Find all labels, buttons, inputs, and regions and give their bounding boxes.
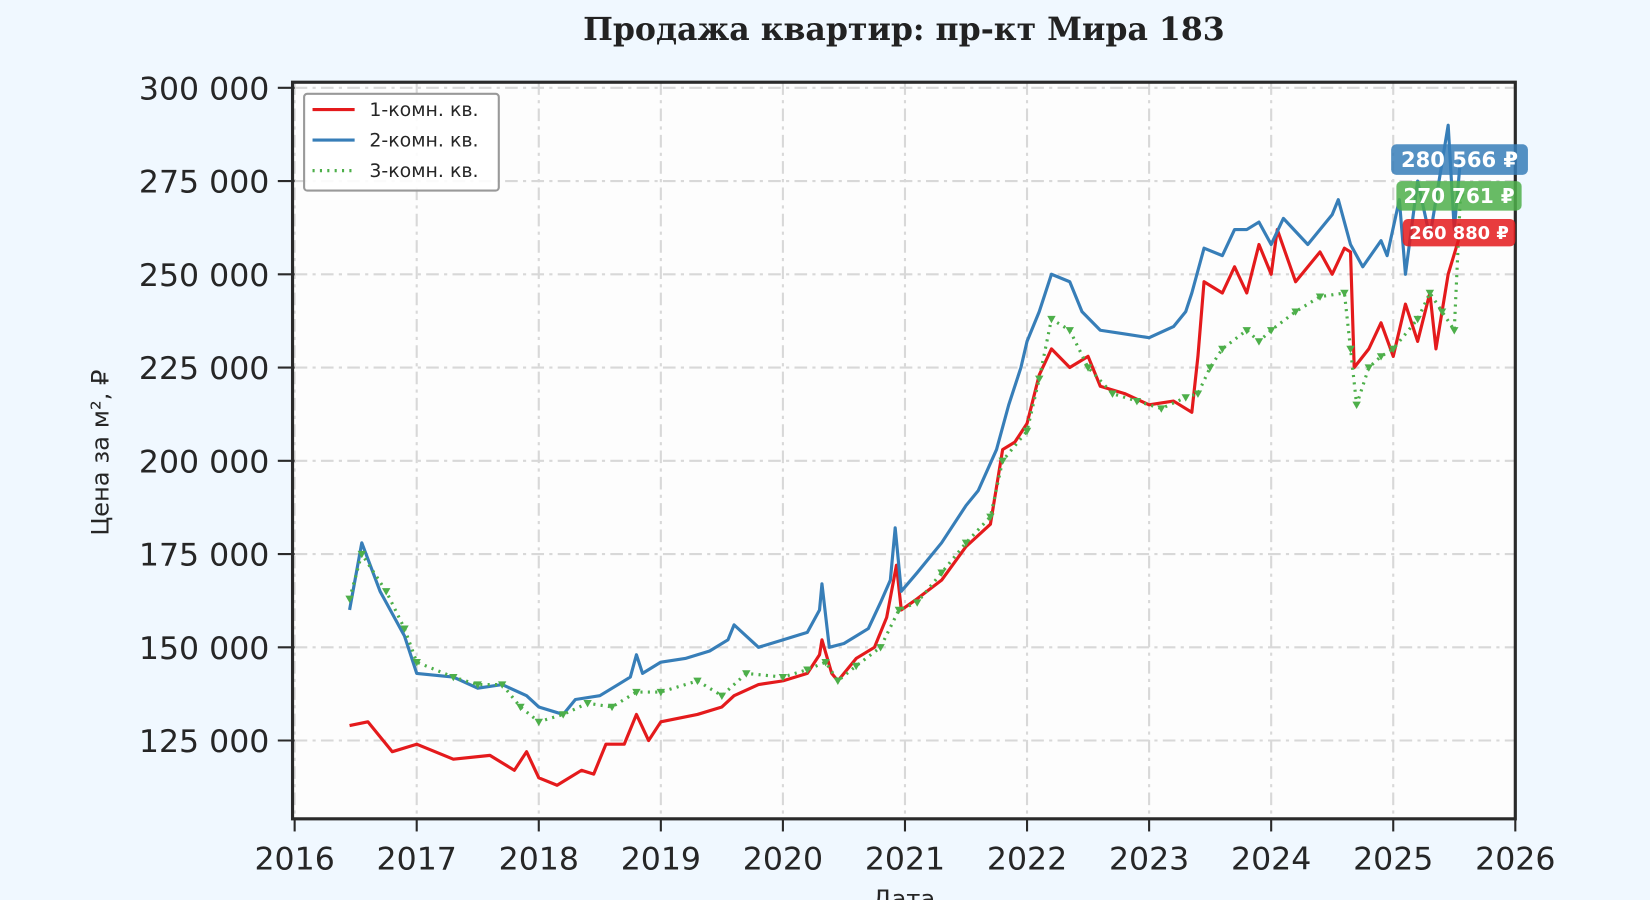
- data-point-marker: [693, 677, 702, 686]
- data-point-marker: [1108, 390, 1117, 398]
- x-tick-label: 2016: [254, 841, 334, 877]
- data-point-marker: [534, 718, 543, 727]
- data-point-marker: [998, 457, 1007, 465]
- data-point-marker: [742, 670, 751, 678]
- data-point-marker: [1315, 293, 1325, 301]
- data-point-marker: [1022, 427, 1032, 436]
- series-line-2: [348, 123, 1462, 717]
- x-tick-label: 2019: [621, 841, 701, 877]
- data-point-marker: [1035, 375, 1044, 383]
- y-tick-label: 275 000: [139, 165, 269, 201]
- legend-label-1: 1-комн. кв.: [369, 99, 478, 121]
- data-point-marker: [497, 681, 507, 689]
- data-point-marker: [400, 625, 409, 633]
- x-axis-label: Дата: [873, 885, 936, 900]
- data-point-marker: [1218, 345, 1227, 354]
- data-point-marker: [558, 711, 568, 719]
- data-point-marker: [1083, 364, 1093, 372]
- x-tick-label: 2024: [1231, 841, 1311, 877]
- data-point-marker: [833, 677, 843, 686]
- legend-label-2: 2-комн. кв.: [369, 129, 478, 151]
- y-tick-label: 175 000: [139, 538, 269, 574]
- data-point-marker: [583, 700, 592, 708]
- x-tick-label: 2026: [1475, 841, 1555, 877]
- data-point-marker: [1291, 308, 1300, 316]
- ticks: 2016 2017 2018 2019 2020 2021 2022 2023 2024 2025…: [139, 71, 1556, 877]
- last-value-label: 270 761 ₽: [1403, 184, 1514, 208]
- data-point-marker: [894, 606, 904, 615]
- legend: 1-комн. кв. 2-комн. кв. 3-комн. кв.: [303, 92, 500, 192]
- data-point-marker: [1437, 308, 1447, 316]
- data-point-marker: [876, 644, 885, 652]
- data-point-marker: [1389, 345, 1398, 354]
- x-tick-label: 2022: [987, 841, 1067, 877]
- data-point-marker: [778, 673, 788, 682]
- data-point-marker: [1181, 394, 1190, 402]
- data-point-marker: [1340, 289, 1349, 298]
- x-tick-label: 2025: [1353, 841, 1433, 877]
- data-point-marker: [851, 662, 861, 671]
- last-value-badge: [1396, 181, 1522, 211]
- data-point-marker: [1413, 315, 1422, 324]
- x-tick-label: 2018: [499, 841, 579, 877]
- data-point-marker: [912, 599, 922, 607]
- data-point-marker: [607, 703, 617, 712]
- legend-label-3: 3-комн. кв.: [369, 160, 478, 182]
- data-point-marker: [803, 666, 812, 674]
- data-point-marker: [1364, 364, 1374, 372]
- series-group: [345, 123, 1465, 787]
- data-point-marker: [961, 539, 971, 548]
- last-value-badge: [1391, 144, 1528, 175]
- data-point-marker: [1425, 289, 1435, 298]
- last-value-label: 280 566 ₽: [1401, 147, 1518, 172]
- data-point-marker: [632, 688, 641, 697]
- legend-box: [303, 92, 500, 192]
- data-point-marker: [1157, 405, 1166, 413]
- x-tick-label: 2021: [865, 841, 945, 877]
- last-value-badge: [1402, 219, 1516, 247]
- data-point-marker: [1254, 338, 1264, 346]
- last-value-label: 260 880 ₽: [1409, 223, 1509, 244]
- y-tick-label: 125 000: [139, 724, 269, 760]
- data-point-marker: [1205, 364, 1215, 372]
- data-point-marker: [357, 550, 366, 559]
- data-point-marker: [1346, 345, 1355, 354]
- data-point-marker: [656, 688, 666, 697]
- data-point-marker: [937, 569, 946, 577]
- data-point-marker: [821, 659, 830, 667]
- series-line-1: [349, 227, 1462, 787]
- data-point-marker: [473, 681, 482, 689]
- data-point-marker: [449, 673, 458, 682]
- chart-title: Продажа квартир: пр-кт Мира 183: [583, 11, 1225, 48]
- y-tick-label: 225 000: [139, 351, 269, 387]
- last-value-badges: 280 566 ₽ 270 761 ₽ 260 880 ₽: [1391, 144, 1528, 247]
- data-point-marker: [1193, 390, 1203, 398]
- data-point-marker: [516, 703, 525, 712]
- data-point-marker: [717, 692, 727, 700]
- data-point-marker: [1376, 353, 1386, 361]
- x-tick-label: 2017: [377, 841, 457, 877]
- data-point-marker: [1065, 327, 1074, 335]
- data-point-marker: [1352, 401, 1361, 410]
- data-point-marker: [1047, 315, 1056, 324]
- data-point-marker: [1266, 327, 1276, 335]
- x-tick-label: 2020: [743, 841, 823, 877]
- y-tick-label: 250 000: [139, 258, 269, 294]
- data-point-marker: [345, 595, 354, 603]
- y-tick-label: 150 000: [139, 631, 269, 667]
- data-point-marker: [412, 659, 421, 667]
- x-tick-label: 2023: [1109, 841, 1189, 877]
- data-point-marker: [1242, 327, 1251, 335]
- y-tick-label: 300 000: [139, 71, 269, 107]
- y-axis-label: Цена за м², ₽: [86, 370, 114, 536]
- data-point-marker: [986, 513, 995, 521]
- data-point-marker: [381, 588, 391, 596]
- data-point-marker: [1132, 397, 1142, 406]
- data-point-marker: [1450, 327, 1459, 335]
- y-tick-label: 200 000: [139, 444, 269, 480]
